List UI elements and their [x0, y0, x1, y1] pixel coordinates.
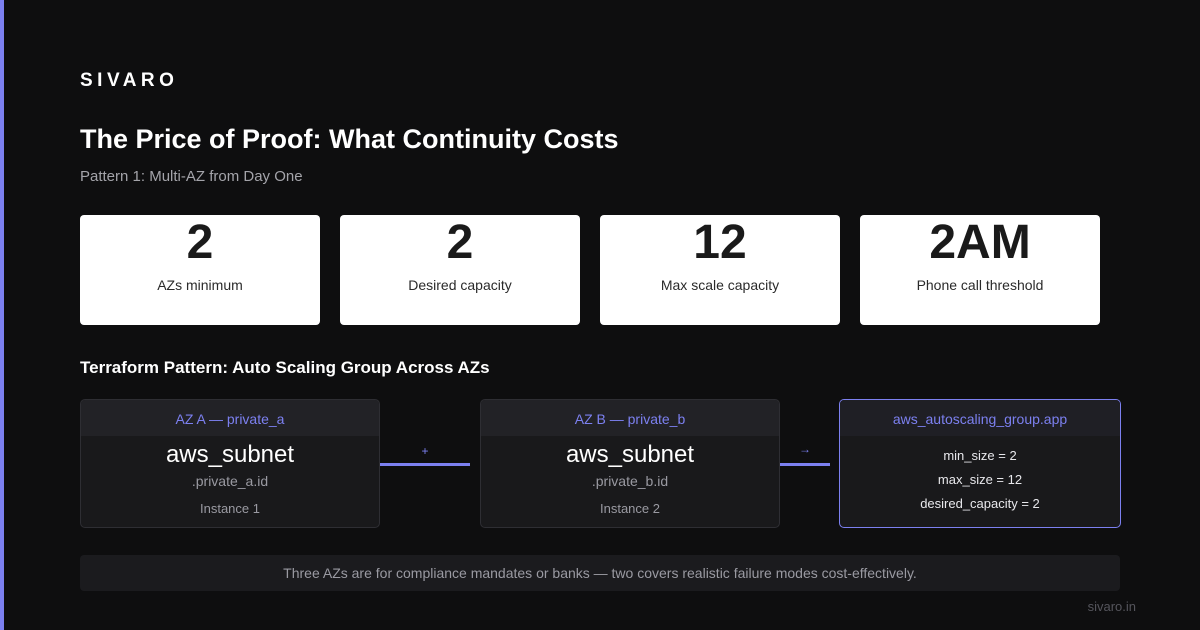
- footnote: Three AZs are for compliance mandates or…: [80, 555, 1120, 591]
- accent-bar: [0, 0, 4, 630]
- stat-card-max: 12 Max scale capacity: [600, 215, 840, 325]
- asg-max-size: max_size = 12: [937, 472, 1023, 487]
- stat-value: 2: [186, 216, 214, 269]
- page-subtitle: Pattern 1: Multi-AZ from Day One: [80, 168, 303, 185]
- node-header: AZ B — private_b: [481, 400, 779, 436]
- connector-label: +: [421, 444, 429, 458]
- stat-label: Desired capacity: [408, 277, 512, 293]
- diagram-node-asg: aws_autoscaling_group.app min_size = 2 m…: [839, 399, 1121, 528]
- node-subtitle: .private_b.id: [591, 473, 669, 489]
- stat-card-desired: 2 Desired capacity: [340, 215, 580, 325]
- stat-value: 2AM: [929, 216, 1031, 269]
- arrow-right-icon: →: [799, 442, 811, 456]
- page-title: The Price of Proof: What Continuity Cost…: [80, 124, 619, 154]
- node-title: aws_subnet: [165, 441, 295, 468]
- node-subtitle: .private_a.id: [191, 473, 269, 489]
- node-instance: Instance 1: [200, 501, 260, 516]
- brand-logo: SIVARO: [80, 70, 179, 91]
- diagram-node-az-b: AZ B — private_b aws_subnet .private_b.i…: [480, 399, 780, 528]
- stat-label: AZs minimum: [157, 277, 243, 293]
- connector-line: [780, 463, 830, 466]
- stats-row: 2 AZs minimum 2 Desired capacity 12 Max …: [80, 215, 1100, 325]
- connector-line: [380, 463, 470, 466]
- stat-card-threshold: 2AM Phone call threshold: [860, 215, 1100, 325]
- site-url: sivaro.in: [1087, 599, 1136, 614]
- stat-label: Phone call threshold: [916, 277, 1044, 293]
- stat-value: 2: [446, 216, 474, 269]
- stat-value: 12: [693, 216, 747, 269]
- stat-label: Max scale capacity: [660, 277, 780, 293]
- stat-card-azs: 2 AZs minimum: [80, 215, 320, 325]
- node-header: aws_autoscaling_group.app: [840, 400, 1120, 436]
- asg-min-size: min_size = 2: [943, 448, 1017, 463]
- node-instance: Instance 2: [600, 501, 660, 516]
- node-title: aws_subnet: [565, 441, 695, 468]
- diagram-node-az-a: AZ A — private_a aws_subnet .private_a.i…: [80, 399, 380, 528]
- section-heading: Terraform Pattern: Auto Scaling Group Ac…: [80, 358, 490, 377]
- node-header: AZ A — private_a: [81, 400, 379, 436]
- asg-desired-capacity: desired_capacity = 2: [920, 496, 1040, 511]
